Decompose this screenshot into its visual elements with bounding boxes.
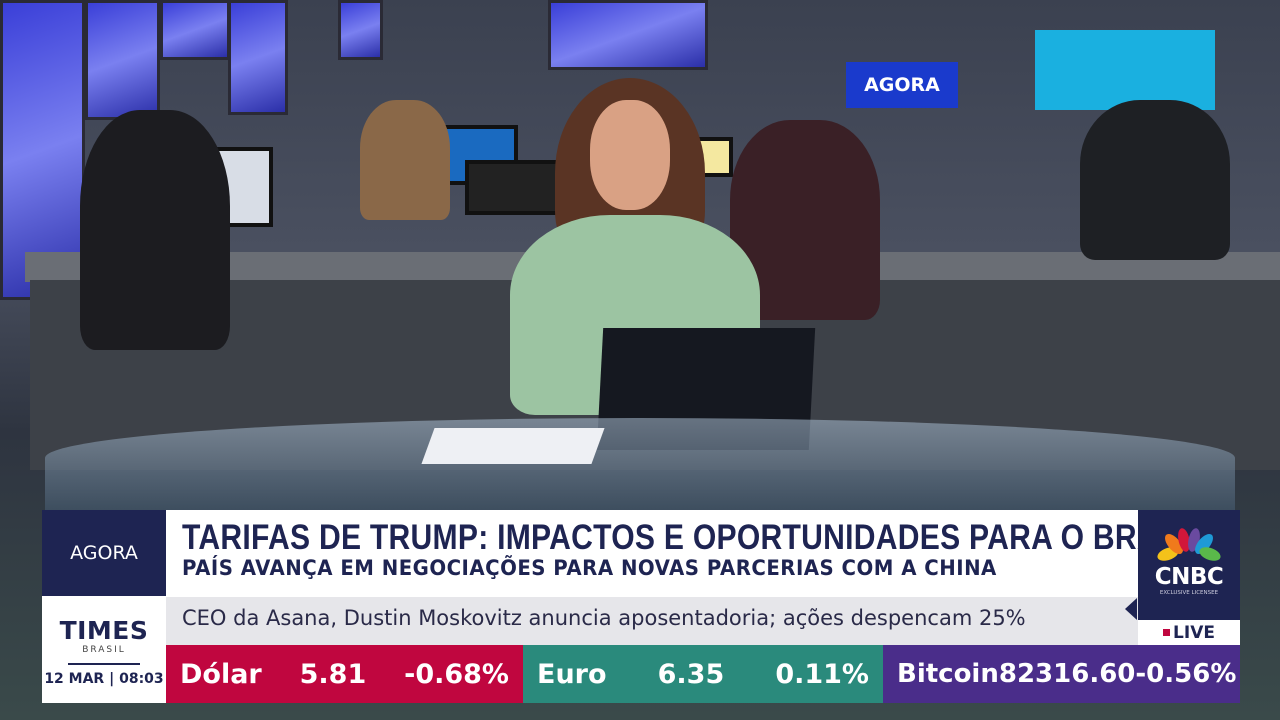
date: 12 MAR (44, 671, 105, 687)
market-euro: Euro 6.35 0.11% (523, 645, 883, 703)
channel-brand: TIMES BRASIL 12 MAR | 08:03 (42, 596, 166, 703)
section-label: AGORA (42, 510, 166, 596)
date-time: 12 MAR | 08:03 (44, 671, 164, 687)
live-label: LIVE (1173, 622, 1215, 643)
wall-panel (0, 0, 85, 300)
wall-panel (228, 0, 288, 115)
brand-name: TIMES (59, 616, 149, 645)
news-ticker: CEO da Asana, Dustin Moskovitz anuncia a… (166, 597, 1138, 645)
market-value: 82316.60 (998, 659, 1136, 689)
peacock-icon (1157, 528, 1221, 561)
market-name: Euro (537, 658, 607, 690)
wall-panel (338, 0, 383, 60)
background-screen (1035, 30, 1215, 110)
wall-panel (85, 0, 160, 120)
anchor-face (590, 100, 670, 210)
network-name: CNBC (1154, 564, 1224, 590)
market-value: 6.35 (657, 658, 725, 690)
background-agora-sign: AGORA (846, 62, 958, 108)
headline: TARIFAS DE TRUMP: IMPACTOS E OPORTUNIDAD… (182, 518, 1207, 557)
divider (68, 663, 140, 665)
wall-panel (160, 0, 230, 60)
monitor (465, 160, 560, 215)
network-logo: CNBC EXCLUSIVE LICENSEE (1138, 510, 1240, 620)
subheadline: PAÍS AVANÇA EM NEGOCIAÇÕES PARA NOVAS PA… (182, 556, 997, 580)
glass-desk (45, 418, 1235, 518)
ticker-arrow-icon (1125, 598, 1137, 620)
live-dot-icon (1163, 629, 1171, 636)
background-person (1080, 100, 1230, 260)
market-change: 0.11% (775, 658, 869, 690)
market-value: 5.81 (299, 658, 367, 690)
market-name: Bitcoin (897, 659, 999, 689)
headline-box: TARIFAS DE TRUMP: IMPACTOS E OPORTUNIDAD… (166, 510, 1207, 597)
market-bitcoin: Bitcoin 82316.60 -0.56% (883, 645, 1240, 703)
time: 08:03 (119, 671, 164, 687)
wall-panel (548, 0, 708, 70)
market-change: -0.68% (404, 658, 509, 690)
brand-sub: BRASIL (82, 645, 126, 655)
background-person (80, 110, 230, 350)
market-change: -0.56% (1135, 659, 1237, 689)
market-name: Dólar (180, 658, 262, 690)
live-badge: LIVE (1138, 620, 1240, 645)
paper-sheet (421, 428, 605, 464)
market-dolar: Dólar 5.81 -0.68% (166, 645, 523, 703)
background-person (360, 100, 450, 220)
lower-third: AGORA TIMES BRASIL 12 MAR | 08:03 TARIFA… (42, 510, 1240, 703)
license-note: EXCLUSIVE LICENSEE (1159, 590, 1219, 596)
